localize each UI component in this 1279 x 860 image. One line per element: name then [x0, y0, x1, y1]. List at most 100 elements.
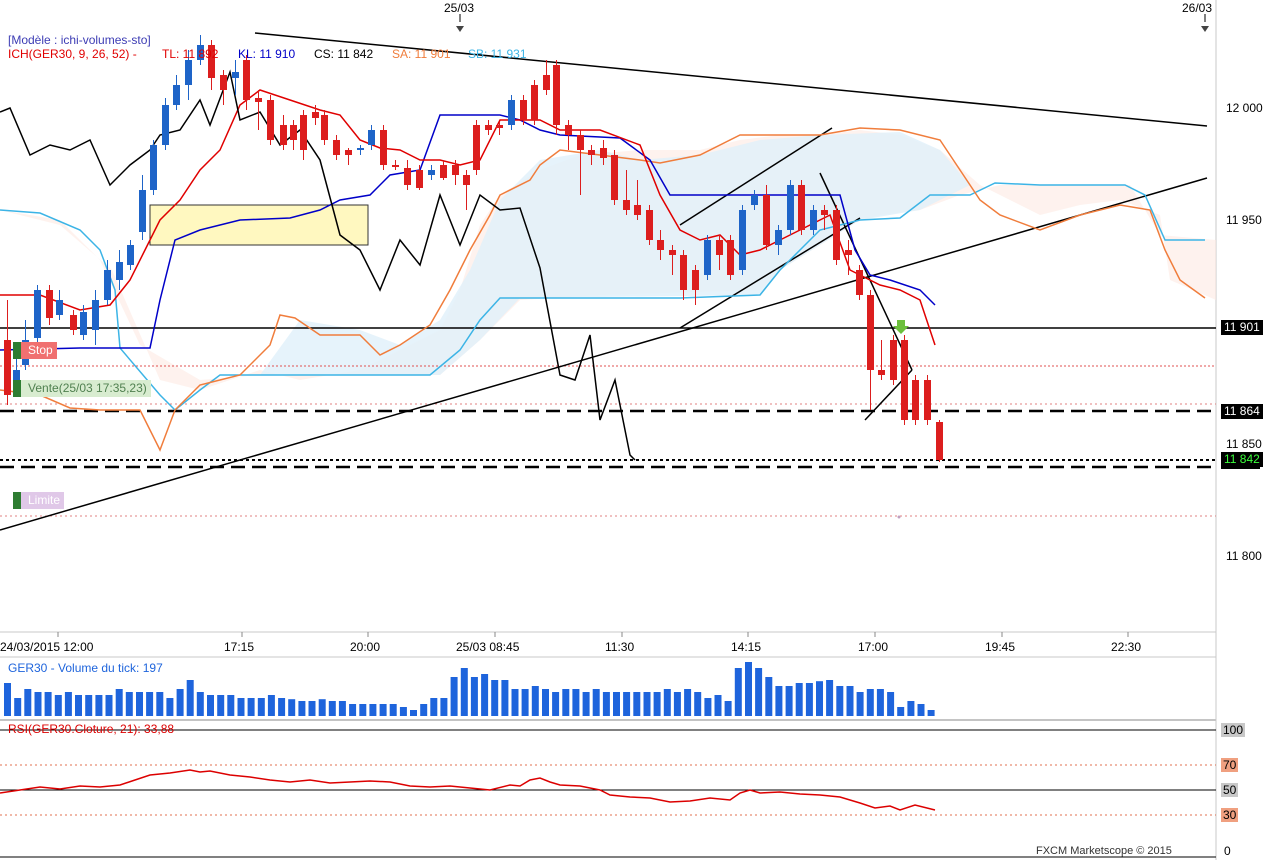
- bull-candle: [508, 95, 515, 130]
- volume-bar: [643, 692, 651, 716]
- volume-bar: [745, 662, 752, 716]
- volume-bar: [125, 692, 133, 716]
- senkou-b-line: [0, 182, 1205, 412]
- bear-candle: [912, 375, 919, 425]
- volume-bar: [420, 704, 428, 716]
- bear-candle: [821, 205, 828, 230]
- volume-bar: [876, 689, 884, 716]
- volume-bar: [24, 689, 32, 716]
- bull-candle: [704, 235, 711, 280]
- volume-bar: [542, 689, 549, 716]
- senkou-a-line: [0, 127, 1206, 452]
- price-tag-current: 11 842: [1221, 452, 1263, 467]
- volume-bar: [4, 683, 11, 716]
- volume-label: GER30 - Volume du tick: 197: [8, 661, 163, 675]
- bull-candle: [368, 125, 375, 150]
- bear-candle: [416, 165, 423, 190]
- sell-order-tag[interactable]: Vente(25/03 17:35,23): [13, 380, 151, 397]
- bear-candle: [321, 110, 328, 145]
- sell-order-grip[interactable]: [13, 380, 21, 397]
- volume-bar: [359, 704, 367, 716]
- bull-candle: [751, 190, 758, 210]
- volume-bar: [85, 695, 93, 716]
- bear-candle: [634, 180, 641, 220]
- volume-bar: [237, 698, 245, 716]
- trend-lines[interactable]: [0, 32, 1208, 531]
- rsi-line: [0, 769, 936, 811]
- volume-bar: [826, 680, 834, 716]
- bear-candle: [208, 40, 215, 90]
- bear-candle: [878, 340, 885, 380]
- bear-candle: [70, 310, 77, 335]
- bear-candle: [657, 230, 664, 260]
- volume-bar: [907, 701, 915, 716]
- time-label-6: 17:00: [858, 640, 889, 654]
- bull-candle: [139, 175, 146, 240]
- bear-candle: [496, 122, 503, 135]
- bull-candle: [775, 225, 782, 255]
- volume-bar: [602, 692, 610, 716]
- tenkan-value: TL: 11 892: [162, 47, 219, 61]
- tenkan-line: [0, 89, 936, 346]
- volume-bar: [257, 698, 265, 716]
- time-label-7: 19:45: [985, 640, 1016, 654]
- volume-bar: [379, 704, 387, 716]
- volume-bar: [501, 680, 509, 716]
- chikou-value: CS: 11 842: [314, 47, 374, 61]
- bear-candle: [312, 105, 319, 125]
- model-label: [Modèle : ichi-volumes-sto]: [8, 33, 151, 47]
- volume-bar: [44, 692, 52, 716]
- bear-candle: [4, 300, 11, 405]
- highlight-box: [149, 204, 369, 246]
- bear-candle: [473, 120, 480, 175]
- bear-candle: [380, 125, 387, 170]
- volume-bar: [613, 692, 620, 716]
- rsi-level-30: 30: [1221, 808, 1239, 822]
- volume-bar: [531, 686, 539, 716]
- volume-bar: [227, 695, 235, 716]
- bear-candle: [440, 160, 447, 180]
- volume-bar: [734, 668, 742, 716]
- volume-bar: [582, 692, 590, 716]
- top-date-2603: 26/03: [1182, 1, 1213, 15]
- bull-candle: [56, 290, 63, 320]
- volume-bar: [166, 698, 174, 716]
- bear-candle: [243, 55, 250, 110]
- volume-bar: [673, 692, 681, 716]
- bear-candle: [485, 120, 492, 135]
- volume-bar: [75, 695, 82, 716]
- price-tick-11950: 11 950: [1226, 213, 1262, 227]
- bear-candle: [452, 160, 459, 185]
- volume-bar: [176, 689, 184, 716]
- rsi-grid: [0, 729, 1216, 858]
- bull-candle: [104, 260, 111, 305]
- bear-candle: [611, 150, 618, 205]
- price-tag-11901: 11 901: [1221, 320, 1263, 335]
- bear-candle: [345, 148, 352, 165]
- bear-candle: [600, 140, 607, 165]
- limit-order-tag[interactable]: Limite: [13, 492, 65, 509]
- stop-order-grip[interactable]: [13, 342, 21, 359]
- time-label-2: 20:00: [350, 640, 381, 654]
- bear-candle: [290, 120, 297, 150]
- bear-candle: [856, 265, 863, 300]
- volume-bar: [775, 686, 783, 716]
- sell-order-label: Vente(25/03 17:35,23): [28, 381, 147, 395]
- volume-bar: [410, 710, 417, 716]
- volume-bar: [328, 701, 336, 716]
- volume-bar: [95, 695, 103, 716]
- volume-bar: [755, 668, 763, 716]
- volume-bar: [765, 677, 773, 716]
- volume-bar: [278, 698, 286, 716]
- volume-bar: [795, 683, 803, 716]
- limit-order-grip[interactable]: [13, 492, 21, 509]
- volume-bar: [308, 701, 316, 716]
- volume-bar: [460, 668, 468, 716]
- bull-candle: [173, 75, 180, 110]
- volume-bar: [186, 680, 194, 716]
- volume-bar: [267, 695, 275, 716]
- bear-candle: [867, 290, 874, 410]
- stop-order-tag[interactable]: Stop: [13, 342, 57, 359]
- volume-bar: [481, 674, 489, 716]
